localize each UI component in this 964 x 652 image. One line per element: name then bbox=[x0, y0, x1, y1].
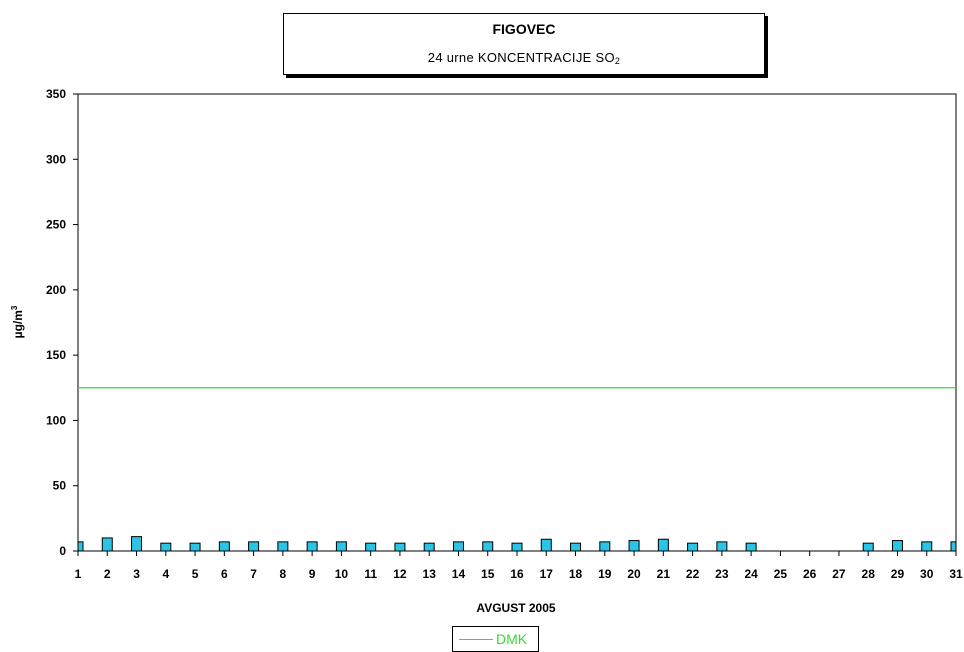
chart-subtitle-text: 24 urne KONCENTRACIJE SO bbox=[427, 50, 615, 65]
legend-label-dmk: DMK bbox=[496, 631, 528, 647]
chart-subtitle: 24 urne KONCENTRACIJE SO2 bbox=[284, 50, 764, 66]
x-tick-label: 20 bbox=[627, 567, 641, 581]
bar bbox=[365, 542, 377, 552]
x-tick-label: 21 bbox=[657, 567, 671, 581]
x-tick-label: 27 bbox=[832, 567, 846, 581]
y-tick-label: 350 bbox=[46, 87, 66, 101]
x-tick-label: 31 bbox=[949, 567, 963, 581]
y-tick-label: 200 bbox=[46, 283, 66, 297]
bar bbox=[218, 541, 230, 552]
y-axis: 0 50 100 150 200 250 300 350 bbox=[46, 87, 78, 558]
x-tick-label: 23 bbox=[715, 567, 729, 581]
x-tick-label: 12 bbox=[393, 567, 407, 581]
plot-frame bbox=[77, 93, 957, 552]
x-tick-label: 16 bbox=[510, 567, 524, 581]
x-tick-label: 3 bbox=[133, 567, 140, 581]
bar bbox=[160, 542, 172, 552]
x-tick-label: 2 bbox=[104, 567, 111, 581]
bar bbox=[628, 540, 640, 552]
y-axis-label-superscript: 3 bbox=[10, 305, 19, 310]
y-axis-label-text: µg/m bbox=[11, 310, 25, 338]
legend: DMK bbox=[452, 626, 539, 652]
bar bbox=[131, 536, 143, 552]
bar bbox=[101, 537, 113, 552]
bar bbox=[335, 541, 347, 552]
x-tick-label: 24 bbox=[744, 567, 758, 581]
bar bbox=[511, 542, 523, 552]
x-tick-label: 5 bbox=[192, 567, 199, 581]
bar bbox=[277, 541, 289, 552]
bar bbox=[423, 542, 435, 552]
bar bbox=[540, 538, 552, 552]
chart-title-box: FIGOVEC 24 urne KONCENTRACIJE SO2 bbox=[283, 13, 765, 75]
bar bbox=[394, 542, 406, 552]
bar bbox=[248, 541, 260, 552]
x-tick-label: 28 bbox=[862, 567, 876, 581]
x-tick-label: 26 bbox=[803, 567, 817, 581]
x-tick-label: 10 bbox=[335, 567, 349, 581]
x-tick-label: 6 bbox=[221, 567, 228, 581]
x-tick-label: 4 bbox=[162, 567, 169, 581]
x-axis: 1 2 3 4 5 6 7 8 9 10 11 12 13 14 15 16 17 18 19 20 21 22 23 24 2… bbox=[75, 551, 963, 581]
y-tick-label: 150 bbox=[46, 348, 66, 362]
bar bbox=[657, 538, 669, 552]
y-tick-label: 100 bbox=[46, 413, 66, 427]
bar bbox=[745, 542, 757, 552]
chart-title: FIGOVEC bbox=[492, 21, 556, 37]
bar bbox=[482, 541, 494, 552]
plot-area-frame bbox=[77, 93, 957, 552]
y-tick-label: 300 bbox=[46, 152, 66, 166]
x-tick-label: 25 bbox=[774, 567, 788, 581]
bar bbox=[891, 540, 903, 552]
bar bbox=[950, 541, 957, 552]
x-tick-label: 1 bbox=[75, 567, 82, 581]
x-tick-label: 30 bbox=[920, 567, 934, 581]
legend-line-swatch bbox=[459, 639, 493, 640]
x-tick-label: 15 bbox=[481, 567, 495, 581]
bars-group bbox=[77, 536, 957, 552]
bar bbox=[306, 541, 318, 552]
bar bbox=[570, 542, 582, 552]
bar bbox=[189, 542, 201, 552]
bar bbox=[77, 541, 84, 552]
x-tick-label: 9 bbox=[309, 567, 316, 581]
chart-subtitle-subscript: 2 bbox=[614, 56, 621, 66]
x-tick-label: 17 bbox=[540, 567, 554, 581]
bar bbox=[452, 541, 464, 552]
x-tick-label: 22 bbox=[686, 567, 700, 581]
y-tick-label: 250 bbox=[46, 218, 66, 232]
x-axis-label: AVGUST 2005 bbox=[476, 601, 555, 615]
x-tick-label: 13 bbox=[423, 567, 437, 581]
x-tick-label: 11 bbox=[364, 567, 377, 581]
bar bbox=[599, 541, 611, 552]
x-tick-label: 8 bbox=[280, 567, 287, 581]
bar bbox=[862, 542, 874, 552]
x-tick-label: 18 bbox=[569, 567, 583, 581]
bar bbox=[687, 542, 699, 552]
bar bbox=[921, 541, 933, 552]
x-tick-label: 19 bbox=[598, 567, 612, 581]
y-tick-label: 50 bbox=[53, 479, 67, 493]
x-tick-label: 29 bbox=[891, 567, 905, 581]
x-tick-label: 7 bbox=[250, 567, 257, 581]
bar bbox=[716, 541, 728, 552]
y-tick-label: 0 bbox=[59, 544, 66, 558]
x-tick-label: 14 bbox=[452, 567, 466, 581]
y-axis-label: µg/m3 bbox=[10, 305, 25, 338]
